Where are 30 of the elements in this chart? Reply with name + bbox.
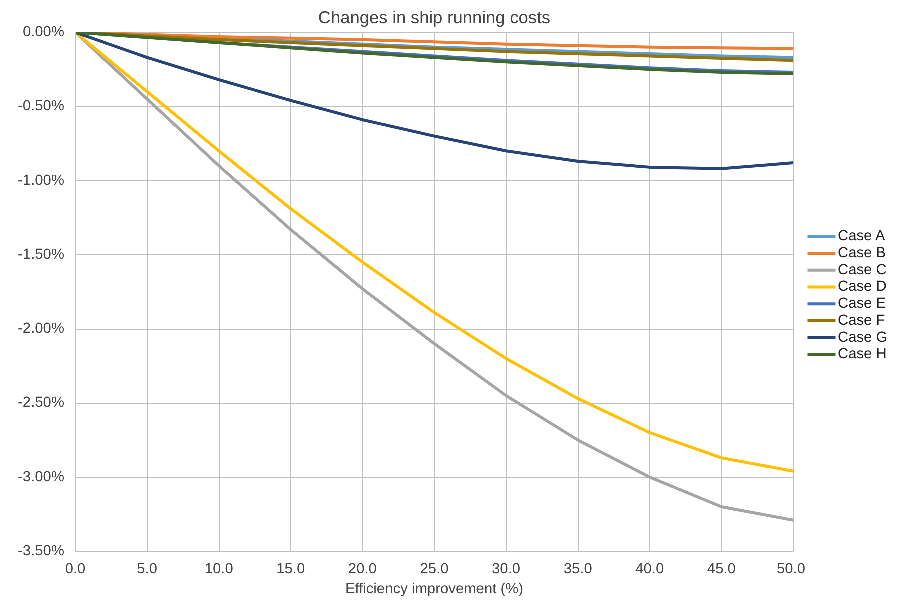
x-tick-label: 30.0 xyxy=(492,562,521,578)
chart-title: Changes in ship running costs xyxy=(318,8,551,28)
legend-label: Case G xyxy=(838,330,888,346)
x-tick-label: 20.0 xyxy=(348,562,377,578)
legend-label: Case E xyxy=(838,296,886,312)
y-tick-label: -3.50% xyxy=(18,544,65,560)
legend-label: Case B xyxy=(838,246,886,262)
y-tick-label: -3.00% xyxy=(18,469,65,486)
legend-label: Case F xyxy=(838,312,886,329)
y-tick-label: 0.00% xyxy=(22,24,65,40)
y-tick-label: -2.00% xyxy=(18,321,65,338)
x-tick-label: 40.0 xyxy=(636,562,664,578)
y-tick-label: -1.00% xyxy=(18,172,65,189)
legend-label: Case H xyxy=(838,346,887,363)
x-tick-label: 25.0 xyxy=(420,562,449,578)
legend-label: Case A xyxy=(838,228,886,245)
x-tick-label: 5.0 xyxy=(137,562,158,578)
y-tick-label: -2.50% xyxy=(18,395,65,412)
x-tick-label: 0.0 xyxy=(65,562,86,578)
x-axis-title: Efficiency improvement (%) xyxy=(345,582,524,598)
line-series xyxy=(76,32,794,170)
x-tick-label: 50.0 xyxy=(776,562,806,578)
y-tick-label: -0.50% xyxy=(18,98,65,115)
x-tick-label: 35.0 xyxy=(564,562,592,578)
x-tick-label: 45.0 xyxy=(707,562,736,578)
legend-label: Case D xyxy=(838,279,887,296)
y-tick-label: -1.50% xyxy=(18,246,65,263)
x-tick-label: 15.0 xyxy=(276,562,306,578)
legend-label: Case C xyxy=(838,262,888,278)
x-tick-label: 10.0 xyxy=(204,562,234,578)
